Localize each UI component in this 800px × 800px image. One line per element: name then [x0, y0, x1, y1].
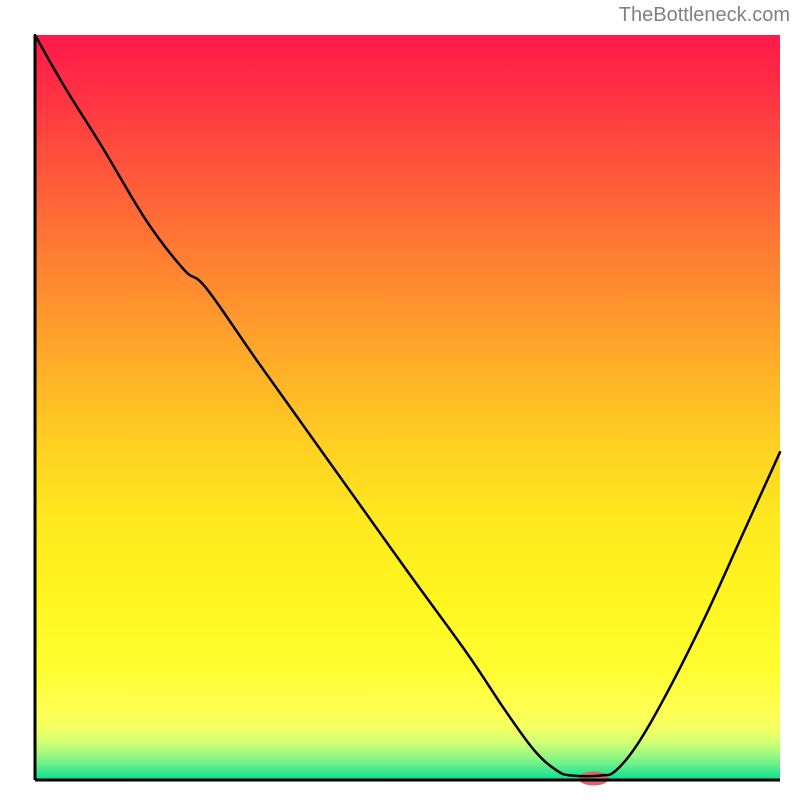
watermark-text: TheBottleneck.com — [619, 4, 790, 27]
gradient-background — [35, 35, 780, 780]
chart-container: TheBottleneck.com — [0, 0, 800, 800]
bottleneck-chart — [0, 0, 800, 800]
